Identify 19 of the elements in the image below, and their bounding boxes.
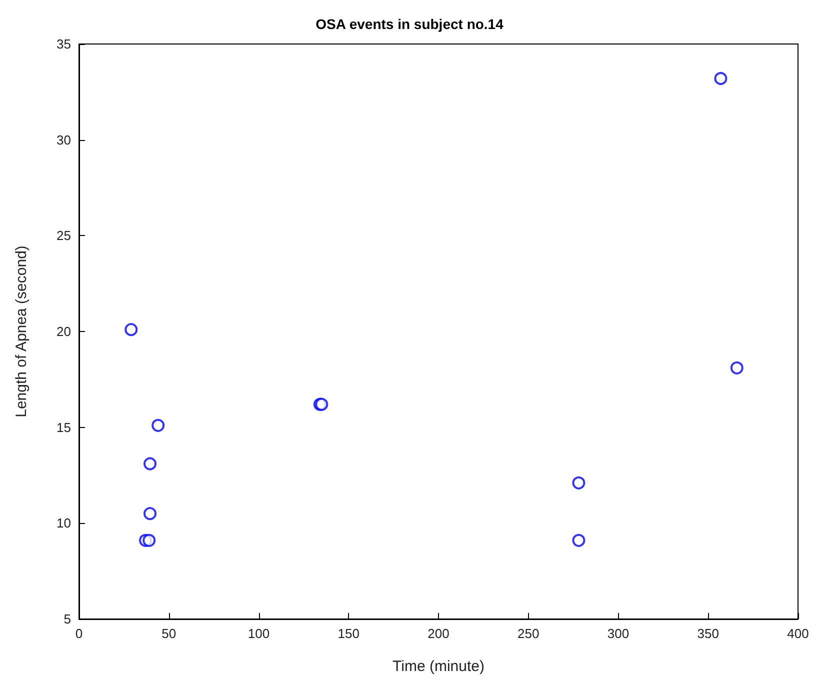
y-tick-label: 30	[56, 132, 71, 148]
x-tick-label: 250	[518, 626, 540, 641]
x-tick-label: 300	[607, 626, 630, 641]
x-tick-label: 200	[428, 626, 450, 641]
x-tick-label: 0	[75, 626, 83, 641]
y-tick-label: 15	[56, 420, 71, 435]
y-tick-label: 10	[56, 516, 71, 531]
x-tick-label: 100	[248, 626, 270, 641]
y-tick-label: 25	[56, 228, 71, 244]
x-tick-label: 50	[162, 626, 176, 641]
y-tick-label: 5	[64, 612, 71, 626]
y-tick-label: 35	[56, 36, 71, 52]
y-tick-label: 20	[56, 324, 71, 339]
x-tick-label: 150	[338, 626, 360, 641]
x-tick-label: 400	[787, 626, 809, 641]
chart-title: OSA events in subject no.14	[316, 16, 504, 32]
y-axis-title: Length of Apnea (second)	[13, 246, 30, 418]
x-tick-label: 350	[697, 626, 719, 641]
x-axis-title: Time (minute)	[392, 658, 484, 675]
